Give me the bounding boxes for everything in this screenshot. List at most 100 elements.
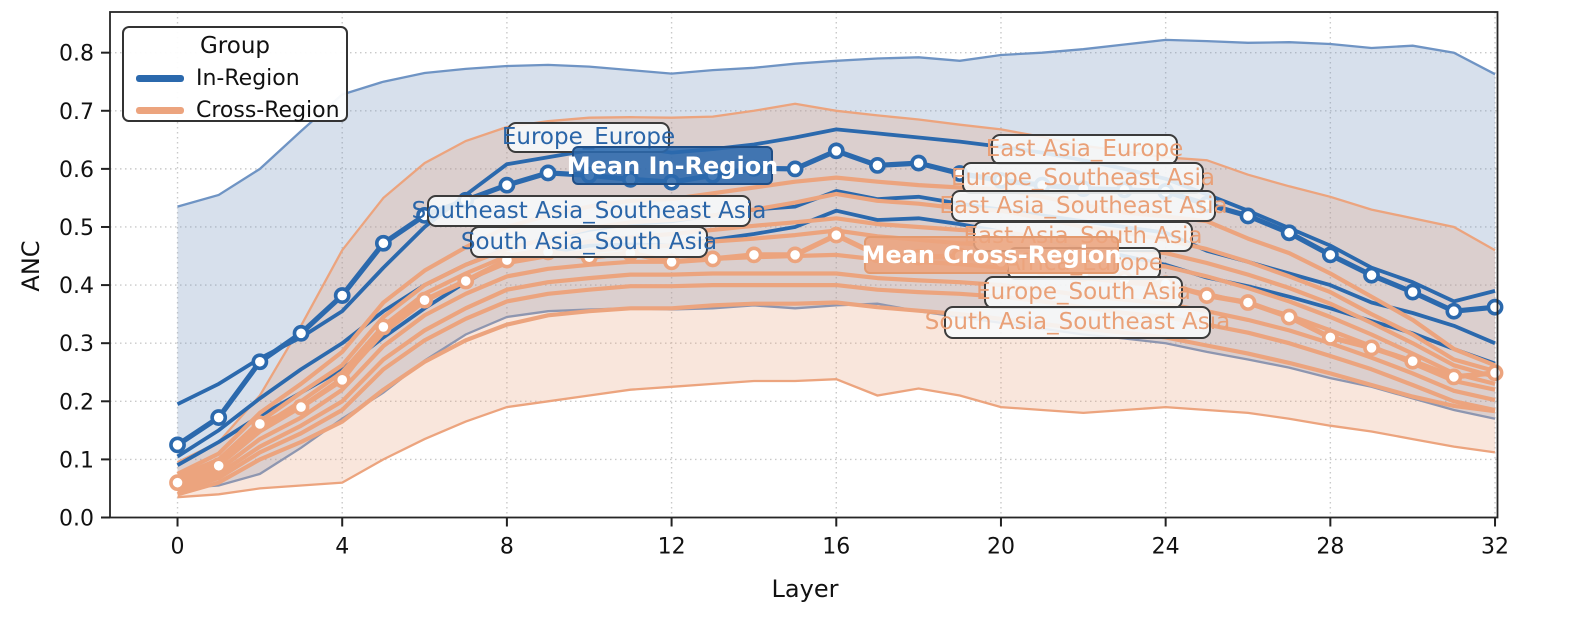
legend-item-in-region: In-Region xyxy=(136,66,346,91)
legend-item-cross-region: Cross-Region xyxy=(136,98,346,123)
marker-mean-cross-region xyxy=(1074,265,1092,282)
marker-mean-in-region xyxy=(704,166,722,184)
marker-mean-cross-region xyxy=(251,415,269,433)
x-tick-label: 28 xyxy=(1316,535,1344,560)
marker-mean-cross-region xyxy=(1157,275,1175,293)
series-line-europe-southeast-asia xyxy=(176,191,1496,479)
marker-mean-in-region xyxy=(1445,302,1463,320)
x-tick-label: 20 xyxy=(987,535,1015,560)
marker-mean-cross-region xyxy=(827,226,845,244)
marker-mean-cross-region xyxy=(416,291,433,309)
x-axis-label: Layer xyxy=(771,575,839,603)
marker-mean-cross-region xyxy=(745,246,763,264)
cross-region-band-lower-edge xyxy=(177,378,1496,499)
marker-mean-in-region xyxy=(210,409,228,426)
marker-mean-in-region xyxy=(910,154,928,172)
legend: Group In-Region Cross-Region xyxy=(122,26,348,123)
marker-mean-cross-region xyxy=(1321,328,1339,346)
marker-mean-in-region xyxy=(827,142,845,160)
marker-mean-cross-region xyxy=(1486,364,1504,382)
marker-mean-in-region xyxy=(951,165,969,182)
marker-mean-cross-region xyxy=(704,250,722,268)
series-line-east-asia-europe xyxy=(176,175,1496,476)
marker-mean-in-region xyxy=(457,191,475,209)
marker-mean-cross-region xyxy=(1239,294,1257,311)
plot-border xyxy=(109,11,1499,519)
x-tick-label: 4 xyxy=(335,535,349,560)
series-line-south-asia-southeast-asia xyxy=(176,283,1496,494)
cross-region-band-upper-edge xyxy=(176,102,1496,464)
y-tick-label: 0.4 xyxy=(59,274,94,299)
marker-mean-in-region xyxy=(1116,181,1133,199)
marker-mean-in-region xyxy=(1033,176,1051,194)
marker-mean-in-region xyxy=(992,172,1010,189)
marker-mean-cross-region xyxy=(786,246,804,264)
marker-mean-cross-region xyxy=(992,253,1010,271)
x-tick-label: 8 xyxy=(500,535,514,560)
legend-label-in-region: In-Region xyxy=(196,66,300,91)
marker-mean-cross-region xyxy=(1363,339,1380,357)
in-region-line-swatch xyxy=(136,75,184,82)
y-tick-label: 0.6 xyxy=(59,158,94,183)
y-tick-label: 0.1 xyxy=(59,448,94,473)
marker-mean-cross-region xyxy=(1198,287,1216,304)
series-line-europe-europe xyxy=(176,127,1496,406)
marker-mean-in-region xyxy=(580,166,598,184)
marker-mean-in-region xyxy=(869,156,886,174)
marker-mean-cross-region xyxy=(374,318,392,336)
y-axis-label: ANC xyxy=(17,240,45,292)
marker-mean-cross-region xyxy=(580,248,598,266)
marker-mean-in-region xyxy=(498,176,516,194)
marker-mean-in-region xyxy=(333,287,351,304)
marker-mean-in-region xyxy=(416,206,433,224)
marker-mean-cross-region xyxy=(951,247,969,265)
marker-mean-in-region xyxy=(1074,180,1092,198)
marker-mean-cross-region xyxy=(869,246,886,264)
marker-mean-cross-region xyxy=(498,251,516,269)
marker-mean-in-region xyxy=(1404,283,1422,301)
x-tick-label: 0 xyxy=(171,535,185,560)
marker-mean-in-region xyxy=(1198,195,1216,213)
marker-mean-in-region xyxy=(251,353,269,371)
series-line-south-asia-south-asia xyxy=(176,208,1496,467)
marker-mean-cross-region xyxy=(210,457,228,475)
y-tick-label: 0.0 xyxy=(59,507,94,532)
marker-mean-cross-region xyxy=(663,253,680,271)
series-line-unlabeled xyxy=(176,300,1496,497)
marker-mean-cross-region xyxy=(1280,308,1298,326)
in-region-band-upper-edge xyxy=(177,38,1496,208)
marker-mean-cross-region xyxy=(333,371,351,389)
y-tick-label: 0.5 xyxy=(59,216,94,241)
marker-mean-in-region xyxy=(374,234,392,252)
legend-title: Group xyxy=(199,33,271,59)
marker-mean-in-region xyxy=(1157,183,1175,200)
marker-mean-cross-region xyxy=(539,243,557,261)
marker-mean-in-region xyxy=(1280,224,1298,242)
marker-mean-cross-region xyxy=(1445,368,1463,386)
marker-mean-in-region xyxy=(539,164,557,182)
marker-mean-cross-region xyxy=(1404,352,1422,370)
marker-mean-cross-region xyxy=(457,272,475,290)
marker-mean-in-region xyxy=(169,436,186,454)
y-tick-label: 0.2 xyxy=(59,390,94,415)
marker-mean-in-region xyxy=(1486,298,1504,316)
marker-mean-in-region xyxy=(786,160,804,178)
marker-mean-cross-region xyxy=(292,398,310,416)
marker-mean-in-region xyxy=(292,324,310,342)
marker-mean-in-region xyxy=(1321,246,1339,264)
marker-mean-cross-region xyxy=(910,248,928,266)
x-tick-label: 16 xyxy=(822,535,850,560)
marker-mean-in-region xyxy=(1239,207,1257,225)
marker-mean-cross-region xyxy=(1033,259,1051,277)
x-tick-label: 32 xyxy=(1481,535,1509,560)
marker-mean-in-region xyxy=(622,170,639,188)
marker-mean-in-region xyxy=(1363,266,1380,284)
series-line-europe-south-asia xyxy=(176,271,1496,491)
marker-mean-cross-region xyxy=(1116,270,1133,288)
x-tick-label: 24 xyxy=(1152,535,1180,560)
marker-mean-cross-region xyxy=(622,244,639,262)
y-tick-label: 0.8 xyxy=(59,42,94,67)
legend-label-cross-region: Cross-Region xyxy=(196,98,340,123)
x-tick-label: 12 xyxy=(658,535,686,560)
